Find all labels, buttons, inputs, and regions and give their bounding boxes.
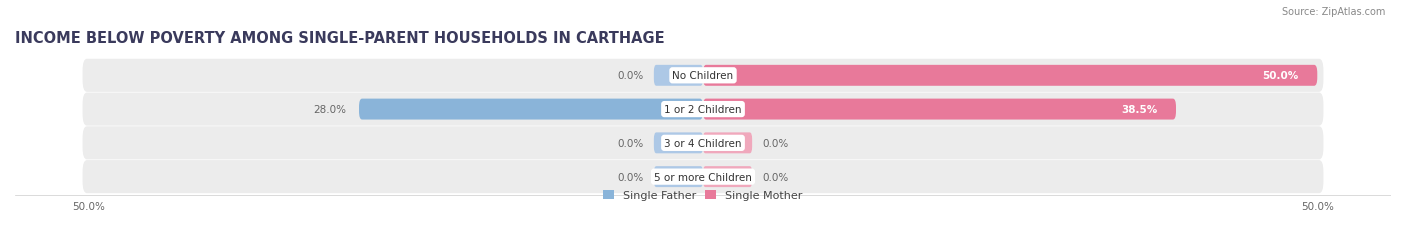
Text: INCOME BELOW POVERTY AMONG SINGLE-PARENT HOUSEHOLDS IN CARTHAGE: INCOME BELOW POVERTY AMONG SINGLE-PARENT… (15, 31, 665, 46)
Text: 50.0%: 50.0% (1263, 71, 1299, 81)
FancyBboxPatch shape (83, 60, 1323, 92)
FancyBboxPatch shape (703, 133, 752, 154)
Text: 0.0%: 0.0% (617, 71, 644, 81)
Text: Source: ZipAtlas.com: Source: ZipAtlas.com (1281, 7, 1385, 17)
Text: 3 or 4 Children: 3 or 4 Children (664, 138, 742, 148)
FancyBboxPatch shape (654, 66, 703, 86)
Text: 5 or more Children: 5 or more Children (654, 172, 752, 182)
FancyBboxPatch shape (654, 133, 703, 154)
FancyBboxPatch shape (83, 93, 1323, 126)
FancyBboxPatch shape (83, 160, 1323, 193)
FancyBboxPatch shape (703, 99, 1175, 120)
Legend: Single Father, Single Mother: Single Father, Single Mother (599, 185, 807, 205)
Text: 38.5%: 38.5% (1122, 105, 1157, 115)
FancyBboxPatch shape (703, 66, 1317, 86)
Text: 0.0%: 0.0% (617, 172, 644, 182)
FancyBboxPatch shape (359, 99, 703, 120)
Text: 28.0%: 28.0% (314, 105, 347, 115)
FancyBboxPatch shape (83, 127, 1323, 160)
Text: No Children: No Children (672, 71, 734, 81)
FancyBboxPatch shape (703, 167, 752, 187)
Text: 1 or 2 Children: 1 or 2 Children (664, 105, 742, 115)
Text: 0.0%: 0.0% (762, 138, 789, 148)
Text: 0.0%: 0.0% (617, 138, 644, 148)
FancyBboxPatch shape (654, 167, 703, 187)
Text: 0.0%: 0.0% (762, 172, 789, 182)
